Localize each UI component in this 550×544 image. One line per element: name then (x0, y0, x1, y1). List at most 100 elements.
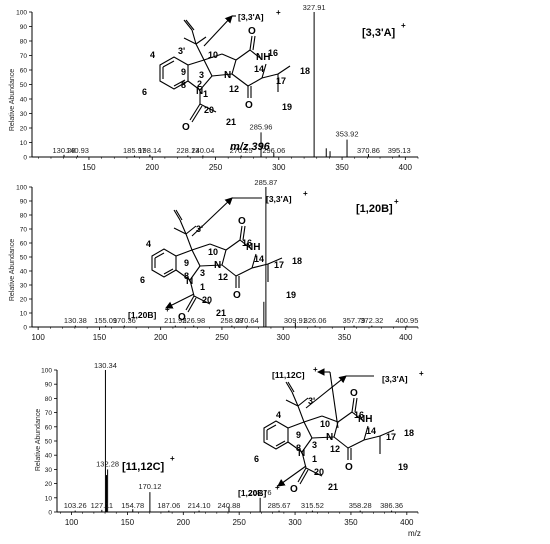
peak-label: 395.13 (388, 146, 411, 155)
y-tick-label: 90 (20, 199, 28, 206)
x-tick-label: 300 (272, 163, 286, 172)
svg-text:10: 10 (320, 419, 330, 429)
svg-text:21: 21 (216, 308, 226, 318)
peak-label: 185.97 (123, 146, 146, 155)
svg-text:6: 6 (142, 87, 147, 97)
svg-text:16: 16 (354, 410, 364, 420)
peak-label: 140.93 (66, 146, 89, 155)
svg-text:3': 3' (308, 396, 315, 406)
svg-text:O: O (350, 388, 358, 399)
peak-label: 132.28 (96, 459, 119, 468)
y-tick-label: 60 (45, 424, 53, 431)
peak-label: 214.10 (188, 501, 211, 510)
peak-label: 285.87 (254, 178, 277, 187)
y-tick-label: 0 (23, 155, 27, 162)
peak-label: 155.09 (94, 316, 117, 325)
svg-text:17: 17 (386, 432, 396, 442)
svg-text:3: 3 (312, 440, 317, 450)
peak-label: 103.26 (64, 501, 87, 510)
peak-label: 370.86 (357, 146, 380, 155)
svg-text:6: 6 (254, 454, 259, 464)
peak-label: 198.14 (138, 146, 161, 155)
svg-text:4: 4 (276, 410, 281, 420)
peak-label: 285.67 (268, 501, 291, 510)
y-axis-label: Relative Abundance (35, 409, 42, 471)
svg-text:1: 1 (312, 454, 317, 464)
y-tick-label: 100 (41, 368, 52, 375)
peak-label: 326.06 (304, 316, 327, 325)
svg-text:+: + (303, 189, 308, 198)
peak-label: 258.08 (220, 316, 243, 325)
peak-label: 187.06 (157, 501, 180, 510)
svg-text:+: + (419, 369, 424, 378)
x-tick-label: 200 (146, 163, 160, 172)
svg-text:+: + (275, 483, 280, 492)
y-tick-label: 50 (20, 82, 28, 89)
x-tick-label: 150 (82, 163, 96, 172)
svg-text:[1,20B]: [1,20B] (128, 310, 157, 320)
svg-text:[1,20B]: [1,20B] (238, 488, 267, 498)
svg-text:14: 14 (254, 254, 264, 264)
svg-text:18: 18 (404, 428, 414, 438)
peak-label: 130.38 (64, 316, 87, 325)
y-tick-label: 50 (20, 255, 28, 262)
svg-text:6: 6 (140, 275, 145, 285)
svg-text:O: O (238, 216, 246, 227)
svg-text:21: 21 (226, 117, 236, 127)
svg-text:20: 20 (202, 295, 212, 305)
y-ticks: 0 10 20 30 40 50 60 70 80 90 100 (16, 185, 32, 332)
peaks (63, 12, 400, 157)
peak-label: 353.92 (336, 130, 359, 139)
peak-label: 240.04 (191, 146, 214, 155)
svg-text:[11,12C]: [11,12C] (122, 461, 165, 473)
svg-text:10: 10 (208, 50, 218, 60)
svg-text:N: N (186, 276, 193, 287)
svg-text:2: 2 (197, 79, 202, 89)
x-tick-label: 350 (338, 333, 352, 342)
svg-text:21: 21 (328, 482, 338, 492)
y-tick-label: 70 (20, 53, 28, 60)
svg-text:18: 18 (292, 256, 302, 266)
svg-text:9: 9 (181, 67, 186, 77)
spectrum-panel-3: Relative Abundance 010203040506070809010… (35, 361, 424, 538)
svg-text:1: 1 (203, 89, 208, 99)
svg-text:[3,3'A]: [3,3'A] (382, 374, 408, 384)
x-tick-label: 250 (232, 518, 246, 527)
svg-text:1: 1 (200, 282, 205, 292)
svg-text:N: N (214, 260, 221, 271)
y-tick-label: 0 (48, 510, 52, 517)
y-tick-label: 100 (16, 185, 27, 192)
x-ticks: 100 150 200 250 300 350 400 (31, 327, 419, 342)
y-tick-label: 90 (45, 382, 53, 389)
frag-label-arrow: [3,3'A] (238, 12, 264, 22)
y-tick-label: 70 (45, 410, 53, 417)
svg-text:8: 8 (296, 443, 301, 453)
y-tick-label: 30 (45, 467, 53, 474)
y-ticks: 0 10 20 30 40 50 60 70 80 90 100 (16, 10, 32, 162)
y-axis-label: Relative Abundance (9, 69, 16, 131)
peak-label: 358.28 (349, 501, 372, 510)
molecule-structure: N N NH O O O 4 6 9 8 3 1 10 3' 16 14 12 … (122, 365, 424, 498)
svg-text:3: 3 (199, 70, 204, 80)
svg-text:NH: NH (246, 242, 260, 253)
peak-label: 270.64 (236, 316, 259, 325)
y-tick-label: 20 (45, 481, 53, 488)
y-tick-label: 20 (20, 126, 28, 133)
x-tick-label: 400 (400, 518, 414, 527)
svg-text:20: 20 (314, 467, 324, 477)
y-tick-label: 80 (20, 213, 28, 220)
y-tick-label: 10 (20, 311, 28, 318)
atom-o-16: O (248, 26, 256, 37)
peak-label: 357.79 (343, 316, 366, 325)
peak-label: 154.78 (121, 501, 144, 510)
x-tick-label: 300 (277, 333, 291, 342)
x-tick-label: 150 (93, 333, 107, 342)
peak-label: 130.34 (94, 361, 117, 370)
peak-label: 226.98 (182, 316, 205, 325)
y-tick-label: 90 (20, 24, 28, 31)
svg-text:NH: NH (358, 414, 372, 425)
atom-o-20: O (182, 122, 190, 133)
y-tick-label: 80 (20, 39, 28, 46)
svg-text:N: N (326, 432, 333, 443)
